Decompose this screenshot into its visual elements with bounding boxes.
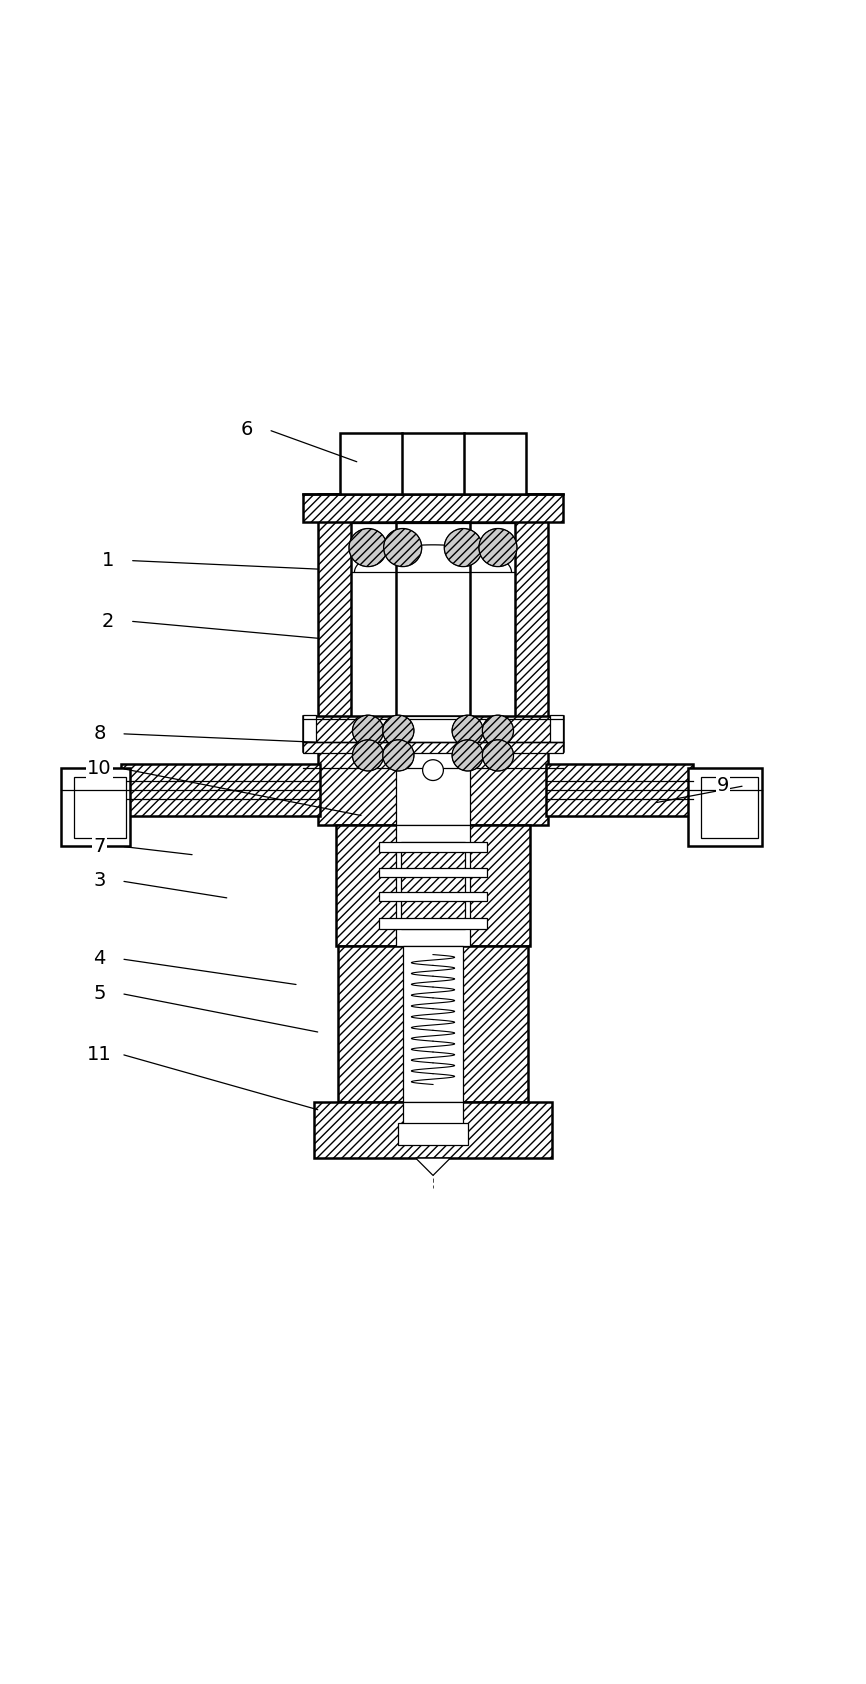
Bar (396, 716, 469, 751)
Bar (303, 743, 563, 753)
Bar (61, 768, 130, 847)
Circle shape (482, 716, 514, 746)
Circle shape (383, 739, 414, 771)
Bar (379, 842, 487, 852)
Bar (688, 768, 762, 847)
Text: 5: 5 (94, 983, 106, 1004)
Circle shape (352, 716, 384, 746)
Bar (335, 825, 530, 946)
Text: 3: 3 (94, 872, 106, 891)
Circle shape (383, 716, 414, 746)
Bar (379, 918, 487, 928)
Bar (319, 751, 548, 825)
Bar (403, 1101, 463, 1137)
Bar (319, 493, 351, 734)
Bar (396, 751, 469, 825)
Bar (398, 1123, 468, 1145)
Bar (303, 714, 316, 746)
Text: 9: 9 (717, 776, 729, 795)
Circle shape (452, 739, 483, 771)
Text: 6: 6 (241, 421, 253, 440)
Circle shape (479, 529, 517, 566)
Text: 2: 2 (102, 611, 114, 632)
Text: 7: 7 (94, 837, 106, 855)
Bar (701, 776, 758, 837)
Bar (514, 493, 547, 734)
Text: 10: 10 (87, 759, 112, 778)
Bar (403, 946, 463, 1101)
Text: 8: 8 (94, 724, 106, 743)
Bar (396, 522, 469, 716)
Circle shape (482, 739, 514, 771)
Circle shape (423, 759, 443, 780)
Polygon shape (416, 1159, 450, 1175)
Bar (550, 714, 563, 746)
Bar (121, 765, 320, 817)
Circle shape (352, 739, 384, 771)
Text: 4: 4 (94, 950, 106, 968)
Text: 1: 1 (102, 551, 114, 571)
Text: 11: 11 (87, 1044, 112, 1064)
Bar (396, 825, 469, 946)
Bar (313, 1101, 553, 1159)
Bar (400, 842, 466, 928)
Circle shape (384, 529, 422, 566)
Bar (74, 776, 126, 837)
Circle shape (349, 529, 387, 566)
Circle shape (444, 529, 482, 566)
Circle shape (452, 716, 483, 746)
Bar (379, 867, 487, 877)
Bar (339, 433, 527, 493)
Bar (546, 765, 693, 817)
Bar (338, 946, 528, 1101)
Bar (303, 493, 563, 522)
Bar (303, 716, 563, 751)
Bar (379, 893, 487, 901)
